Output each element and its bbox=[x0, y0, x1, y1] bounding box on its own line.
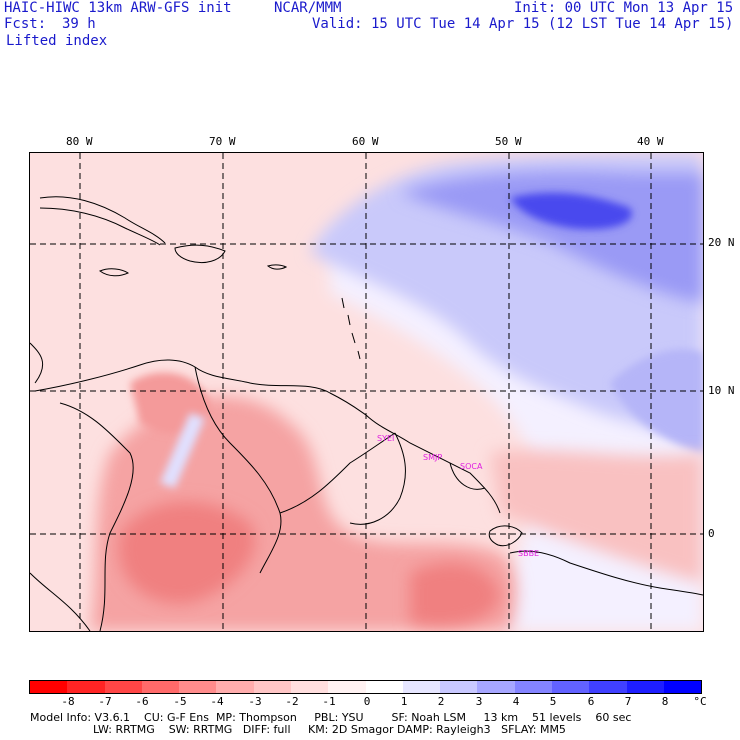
coastlines bbox=[30, 196, 703, 631]
colorbar-label: 8 bbox=[661, 695, 669, 708]
colorbar-label: -1 bbox=[322, 695, 336, 708]
colorbar-label: 0 bbox=[363, 695, 371, 708]
colorbar-label: -4 bbox=[210, 695, 224, 708]
colorbar-swatch bbox=[551, 681, 590, 693]
lon-label-80w: 80 W bbox=[66, 135, 93, 148]
lat-label-20n: 20 N bbox=[708, 236, 735, 249]
colorbar-swatch bbox=[179, 681, 217, 693]
colorbar-swatch bbox=[30, 681, 68, 693]
colorbar-swatch bbox=[402, 681, 441, 693]
init-time: Init: 00 UTC Mon 13 Apr 15 bbox=[514, 0, 734, 16]
model-info-line-2: LW: RRTMG SW: RRTMG DIFF: full KM: 2D Sm… bbox=[30, 723, 566, 736]
colorbar-label: -2 bbox=[285, 695, 299, 708]
colorbar-label: 3 bbox=[475, 695, 483, 708]
lon-label-40w: 40 W bbox=[637, 135, 664, 148]
colorbar-label: -8 bbox=[61, 695, 75, 708]
colorbar-swatch bbox=[290, 681, 329, 693]
forecast-label: Fcst: bbox=[4, 16, 47, 32]
stable-region-mid bbox=[400, 171, 703, 303]
colorbar-swatch bbox=[440, 681, 478, 693]
org-label: NCAR/MMM bbox=[274, 0, 342, 16]
colorbar-swatch bbox=[663, 681, 702, 693]
station-label-syei: SYEI bbox=[377, 434, 395, 443]
colorbar-swatch bbox=[514, 681, 552, 693]
colorbar-swatch bbox=[104, 681, 142, 693]
colorbar-swatch bbox=[328, 681, 366, 693]
station-label-soca: SOCA bbox=[460, 462, 483, 471]
lat-label-10n: 10 N bbox=[708, 384, 735, 397]
colorbar-label: 4 bbox=[512, 695, 520, 708]
station-label-sbbe: SBBE bbox=[518, 549, 540, 558]
lon-label-50w: 50 W bbox=[495, 135, 522, 148]
colorbar bbox=[29, 680, 702, 694]
model-title: HAIC-HIWC 13km ARW-GFS init bbox=[4, 0, 232, 16]
model-info: Model Info: V3.6.1 CU: G-F Ens MP: Thomp… bbox=[30, 712, 631, 736]
moderate-east bbox=[490, 450, 703, 583]
colorbar-swatch bbox=[365, 681, 403, 693]
station-label-smjp: SMJP bbox=[423, 453, 443, 462]
colorbar-swatch bbox=[589, 681, 627, 693]
colorbar-label: 7 bbox=[624, 695, 632, 708]
stable-region-core bbox=[510, 192, 632, 230]
lon-label-70w: 70 W bbox=[209, 135, 236, 148]
colorbar-swatch bbox=[141, 681, 180, 693]
colorbar-unit: °C bbox=[693, 695, 707, 708]
graticule bbox=[30, 153, 703, 631]
lon-label-60w: 60 W bbox=[352, 135, 379, 148]
colorbar-label: -7 bbox=[98, 695, 112, 708]
valid-time: Valid: 15 UTC Tue 14 Apr 15 (12 LST Tue … bbox=[312, 16, 734, 32]
unstable-core-west bbox=[118, 501, 256, 604]
colorbar-swatch bbox=[67, 681, 105, 693]
forecast-hour: 39 h bbox=[62, 16, 96, 32]
colorbar-label: -5 bbox=[173, 695, 187, 708]
colorbar-swatch bbox=[477, 681, 515, 693]
colorbar-label: 2 bbox=[437, 695, 445, 708]
colorbar-label: 6 bbox=[587, 695, 595, 708]
field-name: Lifted index bbox=[6, 33, 108, 49]
map-canvas bbox=[30, 153, 703, 631]
colorbar-swatch bbox=[253, 681, 291, 693]
colorbar-label: 1 bbox=[400, 695, 408, 708]
stable-region-east bbox=[610, 349, 703, 453]
colorbar-label: -6 bbox=[135, 695, 149, 708]
colorbar-swatch bbox=[216, 681, 254, 693]
unstable-core-south bbox=[410, 562, 500, 626]
colorbar-label: -3 bbox=[248, 695, 262, 708]
colorbar-label: 5 bbox=[549, 695, 557, 708]
lifted-index-map: SYEI SMJP SOCA SBBE bbox=[29, 152, 704, 632]
model-info-line-1: Model Info: V3.6.1 CU: G-F Ens MP: Thomp… bbox=[30, 711, 632, 724]
stable-streak bbox=[160, 413, 205, 488]
colorbar-swatch bbox=[626, 681, 664, 693]
lat-label-0: 0 bbox=[708, 527, 715, 540]
